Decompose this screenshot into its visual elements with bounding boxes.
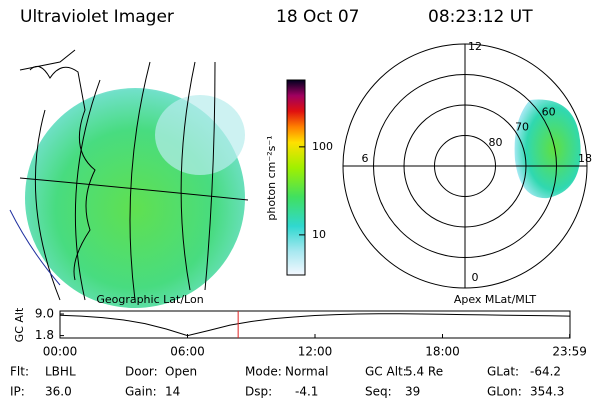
status-key: GLat: bbox=[487, 365, 519, 379]
status-key: IP: bbox=[10, 385, 25, 399]
status-key: Door: bbox=[125, 365, 158, 379]
status-value: -4.1 bbox=[295, 385, 318, 399]
status-value: 39 bbox=[405, 385, 420, 399]
x-tick-label: 06:00 bbox=[170, 345, 205, 359]
time: 08:23:12 UT bbox=[428, 7, 533, 27]
status-value: 36.0 bbox=[45, 385, 72, 399]
colorbar-tick-label: 100 bbox=[312, 140, 333, 153]
status-key: Mode: bbox=[245, 365, 282, 379]
status-value: LBHL bbox=[45, 365, 76, 379]
lat-label: 70 bbox=[515, 121, 529, 134]
mlt-label: 12 bbox=[468, 40, 482, 53]
x-tick-label: 18:00 bbox=[425, 345, 460, 359]
status-value: 14 bbox=[165, 385, 180, 399]
mlt-label: 6 bbox=[362, 152, 369, 165]
polar-label: Apex MLat/MLT bbox=[454, 293, 537, 306]
status-key: Dsp: bbox=[245, 385, 272, 399]
geo-image bbox=[9, 49, 249, 308]
x-tick-label: 00:00 bbox=[43, 345, 78, 359]
colorbar bbox=[286, 79, 306, 276]
status-key: GC Alt: bbox=[365, 365, 407, 379]
status-key: Flt: bbox=[10, 365, 29, 379]
y-tick-label: 9.0 bbox=[35, 307, 54, 321]
alt-label: GC Alt bbox=[13, 307, 26, 342]
status-value: Open bbox=[165, 365, 197, 379]
status-key: Gain: bbox=[125, 385, 157, 399]
mlt-label: 18 bbox=[578, 152, 592, 165]
x-tick-label: 12:00 bbox=[298, 345, 333, 359]
x-tick-label: 23:59 bbox=[552, 345, 587, 359]
status-value: -64.2 bbox=[530, 365, 561, 379]
status-value: 354.3 bbox=[530, 385, 564, 399]
status-value: 5.4 Re bbox=[405, 365, 443, 379]
status-key: Seq: bbox=[365, 385, 392, 399]
aurora bbox=[514, 99, 581, 199]
y-tick-label: 1.8 bbox=[35, 328, 54, 342]
status-value: Normal bbox=[285, 365, 328, 379]
colorbar-tick-label: 10 bbox=[312, 228, 326, 241]
geo-label: Geographic Lat/Lon bbox=[96, 293, 203, 306]
mlt-label: 0 bbox=[472, 271, 479, 284]
colorbar-label: photon cm⁻²s⁻¹ bbox=[265, 135, 278, 220]
lat-label: 60 bbox=[542, 105, 556, 118]
lat-label: 80 bbox=[489, 136, 503, 149]
title: Ultraviolet Imager bbox=[20, 7, 174, 27]
altitude-curve bbox=[59, 313, 570, 337]
date: 18 Oct 07 bbox=[276, 7, 359, 27]
status-key: GLon: bbox=[487, 385, 522, 399]
